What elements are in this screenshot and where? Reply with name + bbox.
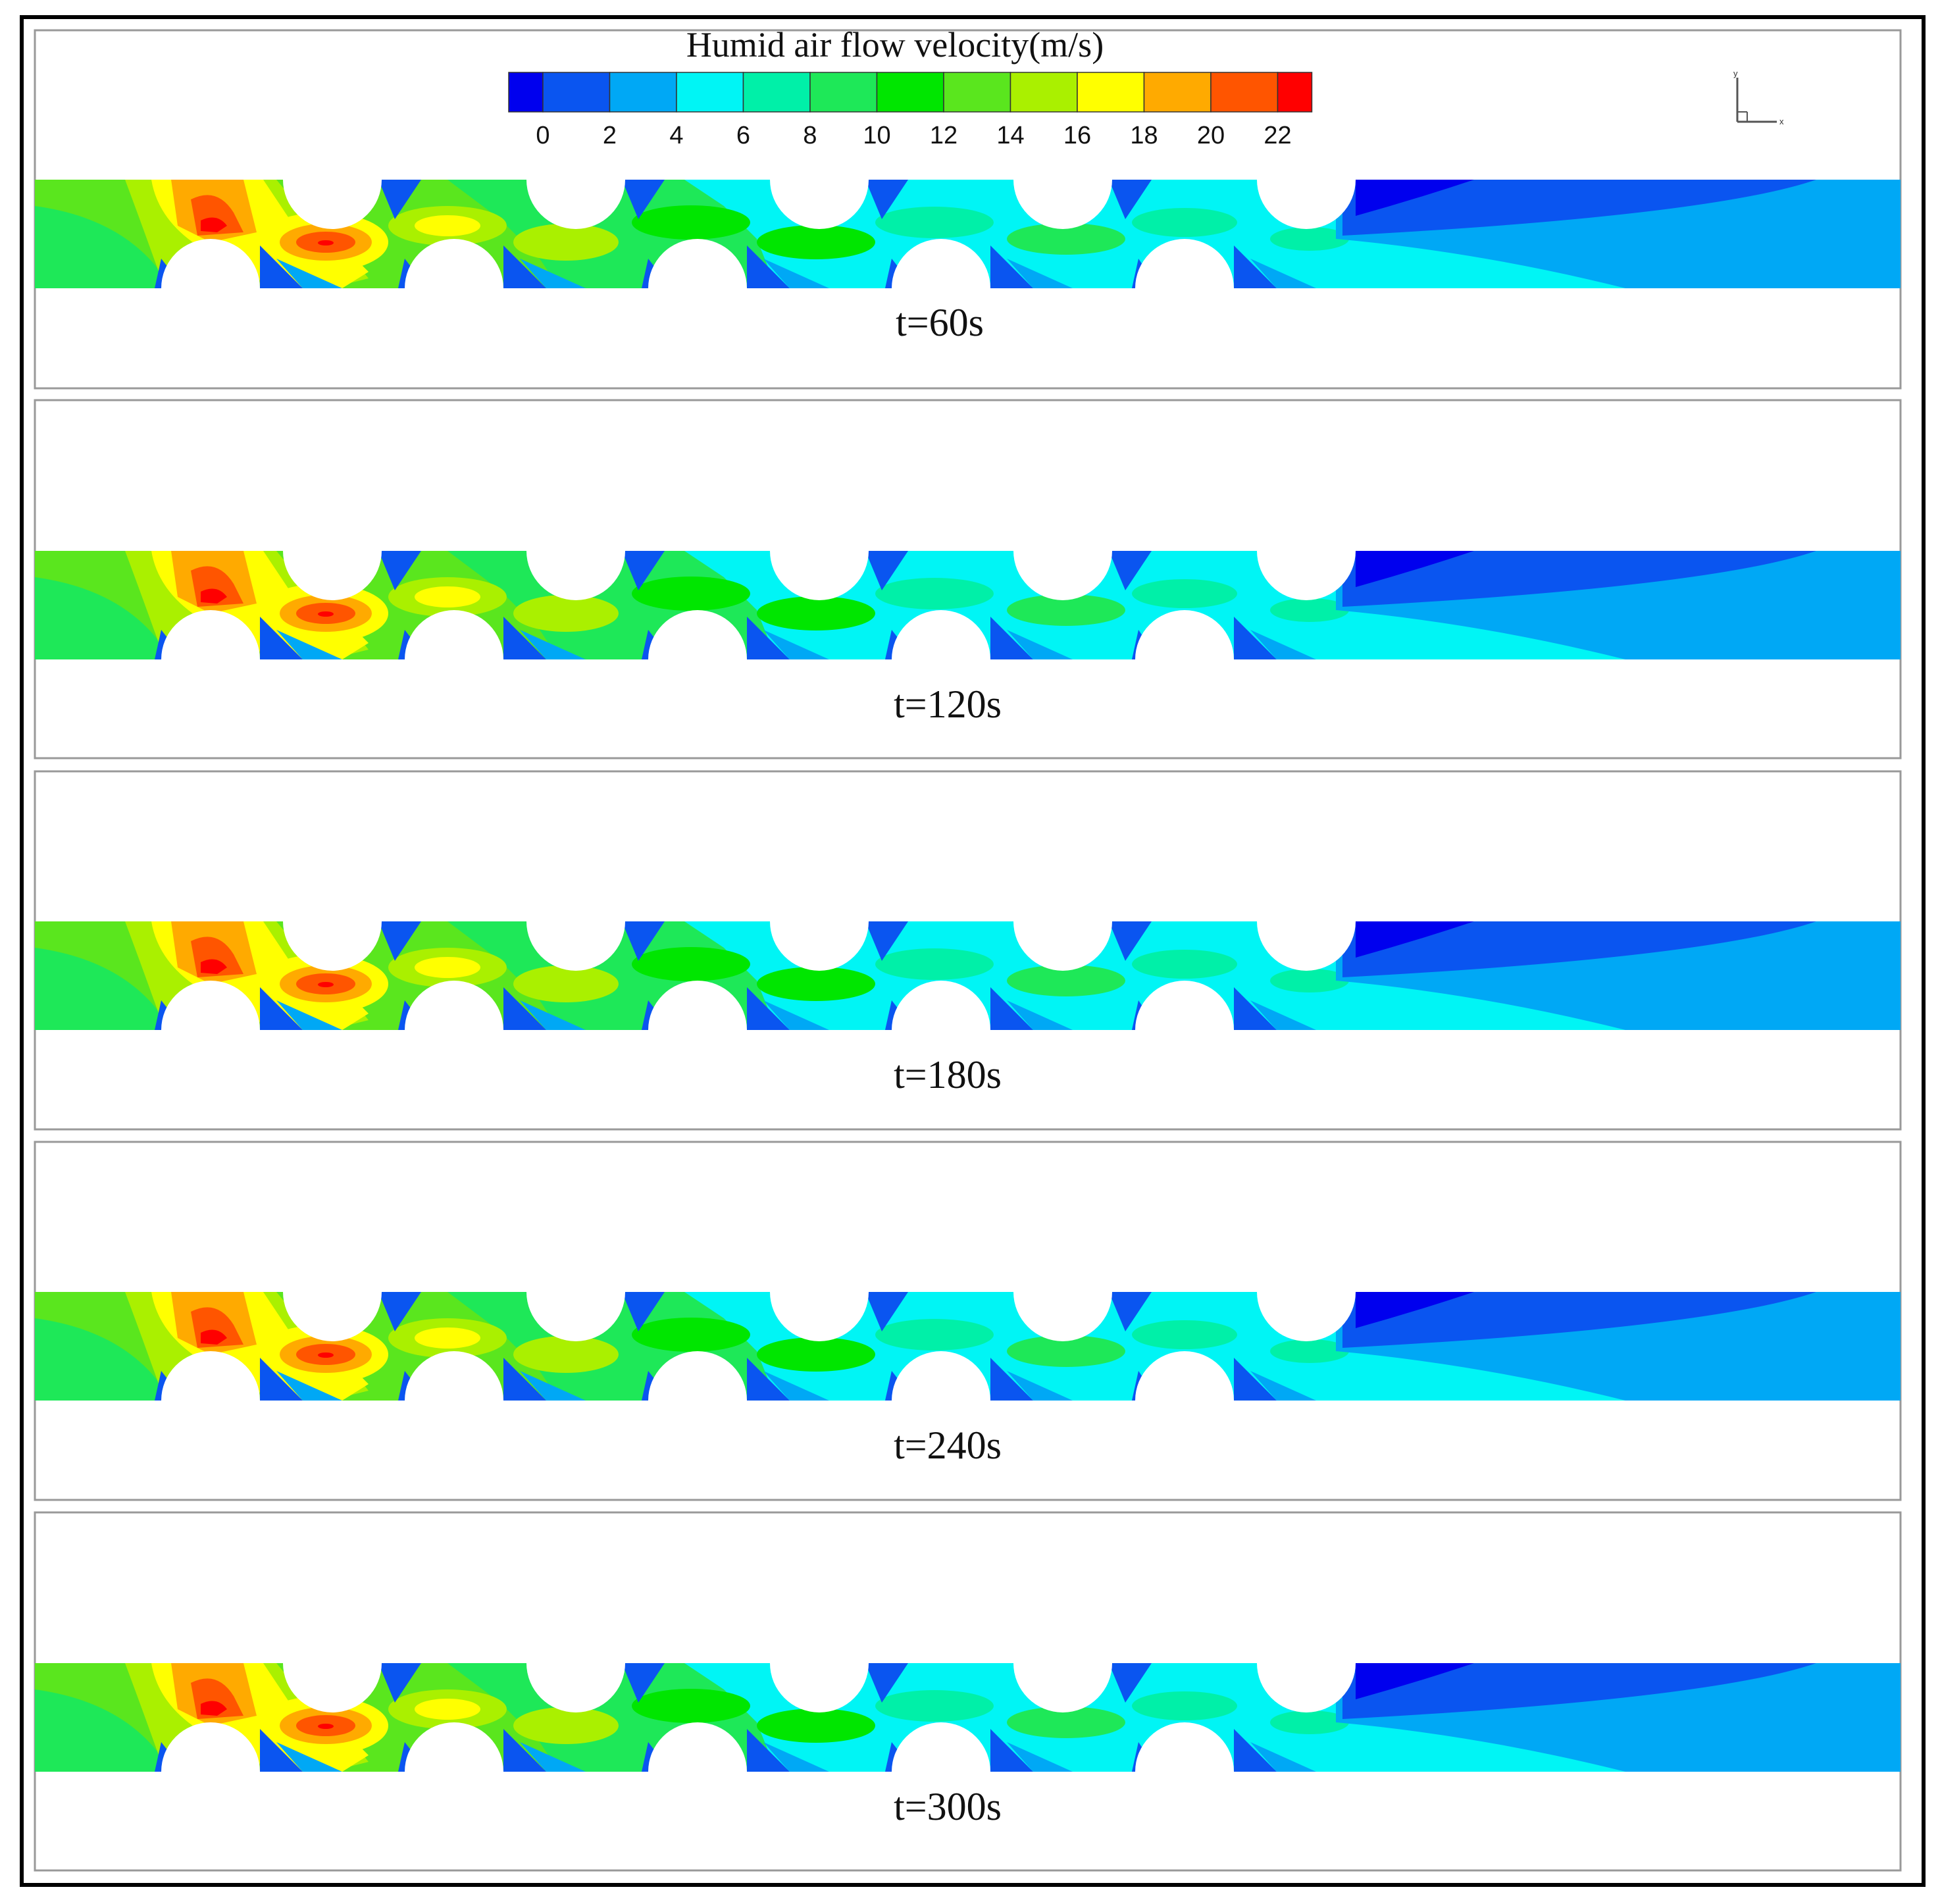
colorbar-tick-label: 12 [930,122,957,149]
colorbar-swatch [609,72,677,113]
colorbar-swatch [1277,72,1313,113]
axis-triad: y x [1733,68,1784,126]
colorbar-swatch [1009,72,1078,113]
axis-triad-y-label: y [1733,68,1738,78]
colorbar-swatch [809,72,878,113]
colorbar-tick-label: 18 [1130,122,1158,149]
colorbar-tick-label: 8 [803,122,817,149]
colorbar-tick-label: 6 [736,122,750,149]
panel-caption-3: t=180s [894,1053,1002,1096]
colorbar-tick-label: 14 [996,122,1024,149]
panel-caption-5: t=300s [894,1785,1002,1828]
colorbar-tick-label: 20 [1197,122,1225,149]
colorbar-swatch [876,72,944,113]
colorbar-tick-label: 4 [669,122,683,149]
colorbar-swatch [676,72,744,113]
colorbar-ticks: 0 2 4 6 8 10 12 14 16 18 20 22 [536,122,1291,149]
colorbar-tick-label: 0 [536,122,549,149]
colorbar-tick-label: 22 [1264,122,1291,149]
colorbar-tick-label: 16 [1063,122,1091,149]
panel-caption-2: t=120s [894,682,1002,726]
panel-caption-4: t=240s [894,1424,1002,1467]
colorbar-tick-label: 10 [863,122,890,149]
colorbar-tick-label: 2 [603,122,617,149]
colorbar-swatch [542,72,611,113]
colorbar-title: Humid air flow velocity(m/s) [686,25,1104,64]
colorbar-swatch [742,72,811,113]
axis-triad-x-label: x [1779,116,1784,126]
colorbar-swatch [1143,72,1212,113]
colorbar-swatch [943,72,1011,113]
colorbar-swatch [1077,72,1145,113]
panel-caption-1: t=60s [896,301,984,344]
colorbar-swatch [508,72,544,113]
colorbar: Humid air flow velocity(m/s) 0 2 4 6 8 10 12 14… [508,25,1313,149]
colorbar-swatch [1210,72,1279,113]
figure-outer-frame [20,15,1926,1887]
colorbar-swatches [508,72,1313,113]
